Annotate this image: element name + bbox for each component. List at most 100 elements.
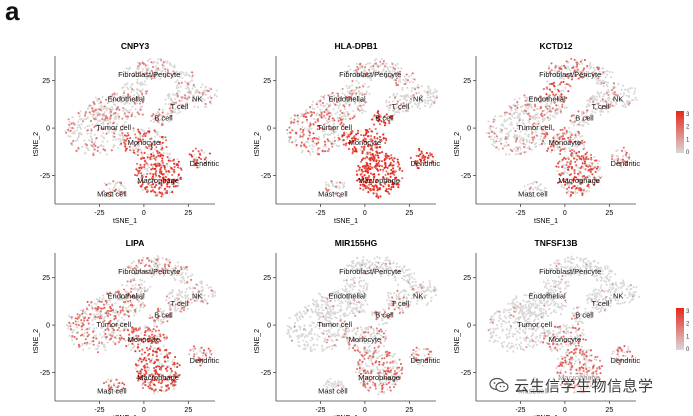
cell-point <box>186 294 189 297</box>
cell-point <box>155 184 158 187</box>
cell-point <box>402 101 405 105</box>
cell-point <box>513 148 516 151</box>
cell-point <box>182 308 186 312</box>
cell-point <box>77 320 80 323</box>
cell-point <box>172 387 175 390</box>
cell-point <box>346 87 349 90</box>
cell-point <box>109 108 112 111</box>
cell-point <box>119 311 122 314</box>
cell-point <box>356 66 359 69</box>
cell-point <box>394 64 398 67</box>
cell-point <box>186 91 189 94</box>
cell-point <box>127 88 130 91</box>
cell-point <box>402 78 405 81</box>
cell-point <box>114 184 117 187</box>
cell-point <box>113 135 116 138</box>
cell-point <box>318 113 321 116</box>
cell-point <box>112 138 115 142</box>
cell-point <box>201 92 204 95</box>
cell-point <box>164 102 167 106</box>
cell-point <box>134 283 137 286</box>
cell-point <box>91 123 94 126</box>
cell-point <box>611 71 614 74</box>
cell-point <box>83 331 86 335</box>
cell-point <box>586 64 589 68</box>
color-legend-label: 0 <box>686 150 690 156</box>
cell-point <box>523 151 526 154</box>
cell-point <box>131 111 134 114</box>
cell-point <box>90 137 93 140</box>
cell-point <box>180 81 183 84</box>
cell-point <box>146 289 149 292</box>
cell-point <box>341 97 344 100</box>
cell-point <box>171 93 174 96</box>
cell-point <box>377 161 380 165</box>
cell-point <box>171 289 174 292</box>
cell-point <box>87 322 90 325</box>
cell-point <box>577 123 580 126</box>
cell-point <box>555 113 558 116</box>
cell-point <box>512 112 515 116</box>
cell-point <box>291 129 294 132</box>
cell-point <box>171 173 174 177</box>
cell-point <box>315 103 318 106</box>
cell-point <box>78 124 81 127</box>
cell-point <box>334 112 337 115</box>
cell-point <box>163 76 167 79</box>
cell-point <box>366 76 369 79</box>
cell-point <box>168 115 171 119</box>
cell-point <box>376 188 380 191</box>
cell-point <box>112 186 116 189</box>
cell-point <box>558 67 561 70</box>
cell-point <box>181 290 184 293</box>
cell-point <box>518 119 521 122</box>
cell-point <box>158 108 161 111</box>
cell-point <box>79 110 82 113</box>
cell-point <box>137 148 140 151</box>
cell-point <box>214 93 217 96</box>
cell-point <box>91 141 94 144</box>
cell-point <box>312 132 315 135</box>
cell-point <box>487 120 490 123</box>
cell-point <box>318 153 321 156</box>
cell-point <box>206 302 209 305</box>
cell-point <box>353 71 356 74</box>
cell-point <box>182 72 185 75</box>
cell-point <box>91 144 94 147</box>
cell-point <box>69 135 72 138</box>
cell-point <box>344 100 347 103</box>
scatter-points <box>64 58 218 198</box>
cell-point <box>152 190 156 193</box>
cell-point <box>173 72 176 75</box>
cell-point <box>198 156 201 159</box>
cell-point <box>141 62 144 65</box>
cell-point <box>382 67 385 71</box>
cell-point <box>544 105 547 108</box>
cell-point <box>87 139 91 142</box>
cell-point <box>170 102 173 106</box>
cell-point <box>172 109 175 112</box>
cell-point <box>136 169 140 173</box>
cell-point <box>144 64 147 67</box>
cell-point <box>528 115 531 118</box>
cell-point <box>184 87 187 90</box>
cell-point <box>197 97 200 101</box>
cell-point <box>306 111 309 114</box>
cell-point <box>147 145 151 148</box>
cell-point <box>119 309 122 312</box>
cell-point <box>501 147 504 150</box>
cell-point <box>156 131 159 134</box>
cell-point <box>555 165 558 168</box>
cell-point <box>333 139 336 142</box>
cell-point <box>418 147 421 150</box>
cell-point <box>317 141 320 144</box>
cluster-label: Dendritic <box>190 159 220 168</box>
cell-point <box>390 156 393 159</box>
cell-point <box>101 127 104 130</box>
cell-point <box>326 138 329 141</box>
cell-point <box>634 96 637 99</box>
cell-point <box>581 142 584 145</box>
cell-point <box>388 157 391 160</box>
cell-point <box>588 104 591 107</box>
cell-point <box>630 87 633 90</box>
